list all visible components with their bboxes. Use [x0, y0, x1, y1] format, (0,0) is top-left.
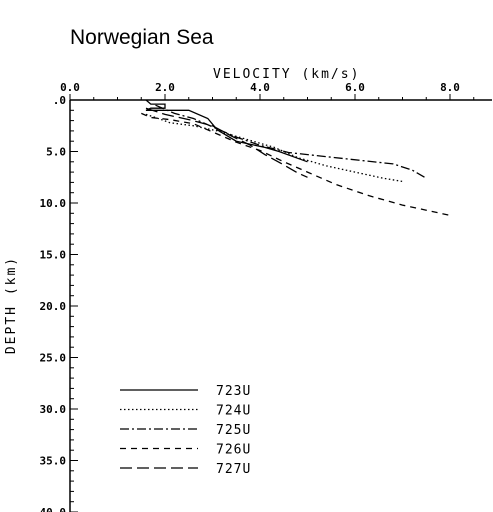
legend-label: 725U — [216, 423, 251, 438]
x-tick-label: 4.0 — [250, 81, 270, 94]
x-tick-label: 2.0 — [155, 81, 175, 94]
legend-label: 723U — [216, 384, 251, 399]
series-line-725U — [155, 104, 427, 179]
y-tick-label: 10.0 — [40, 197, 67, 210]
y-axis-title: DEPTH (km) — [4, 256, 19, 354]
series-lines — [141, 99, 451, 217]
y-tick-label: 35.0 — [40, 455, 67, 468]
x-tick-label: 8.0 — [440, 81, 460, 94]
legend-label: 724U — [216, 404, 251, 419]
y-tick-label: 5.0 — [46, 146, 66, 159]
y-axis-ticks: .0 5.0 10.0 15.0 20.0 25.0 30.0 35.0 40.0 — [40, 94, 78, 512]
y-tick-label: .0 — [53, 94, 66, 107]
series-line-727U — [145, 107, 308, 178]
y-tick-label: 15.0 — [40, 249, 67, 262]
x-axis-title: VELOCITY (km/s) — [213, 67, 360, 82]
legend-label: 727U — [216, 462, 251, 477]
legend: 723U 724U 725U 726U 727U — [120, 384, 251, 477]
y-tick-label: 20.0 — [40, 300, 67, 313]
legend-label: 726U — [216, 443, 251, 458]
chart-title: Norwegian Sea — [70, 26, 214, 49]
x-tick-label: 0.0 — [60, 81, 80, 94]
series-line-726U — [141, 112, 451, 217]
series-line-724U — [145, 113, 403, 183]
x-axis-ticks: 0.0 2.0 4.0 6.0 8.0 — [60, 81, 475, 100]
series-line-723U — [145, 99, 308, 163]
x-tick-label: 6.0 — [345, 81, 365, 94]
y-tick-label: 30.0 — [40, 403, 67, 416]
y-tick-label: 25.0 — [40, 352, 67, 365]
y-tick-label: 40.0 — [40, 506, 67, 512]
